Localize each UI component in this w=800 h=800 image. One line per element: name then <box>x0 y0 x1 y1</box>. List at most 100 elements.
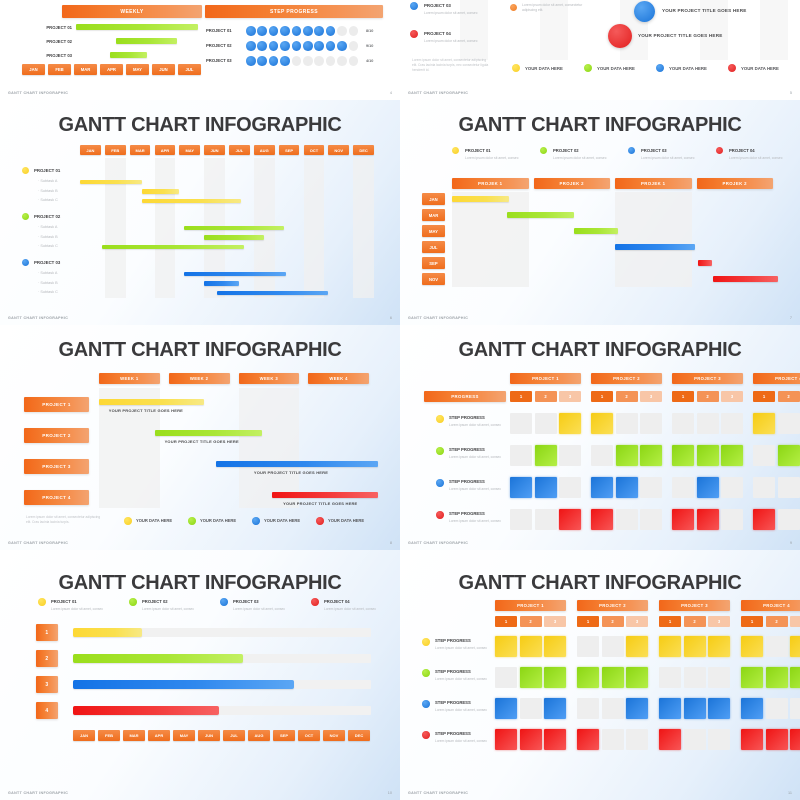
week-header-3[interactable]: WEEK 3 <box>238 373 300 384</box>
step-number-cell[interactable]: 3 <box>559 391 581 402</box>
row-chip-jul[interactable]: JUL <box>422 241 445 253</box>
grid-cell[interactable] <box>495 698 517 719</box>
grid-cell[interactable] <box>534 509 557 530</box>
step-number-cell[interactable]: 1 <box>510 391 532 402</box>
grid-cell[interactable] <box>640 509 662 530</box>
grid-cell[interactable] <box>659 729 681 750</box>
month-chip-aug[interactable]: AUG <box>253 145 275 155</box>
month-chip-jul[interactable]: JUL <box>223 730 245 741</box>
step-number-cell[interactable]: 3 <box>640 391 662 402</box>
grid-cell[interactable] <box>696 477 719 498</box>
grid-cell[interactable] <box>790 729 800 750</box>
project-header-2[interactable]: PROJECT 2 <box>577 600 648 611</box>
project-header-2[interactable]: PROJECT 2 <box>591 373 662 384</box>
month-chip-jun[interactable]: JUN <box>204 145 225 155</box>
project-header-1[interactable]: PROJECT 1 <box>495 600 566 611</box>
grid-cell[interactable] <box>672 477 694 498</box>
step-number-cell[interactable]: 3 <box>544 616 566 627</box>
slide-thumbnail-4[interactable]: WEEKLY STEP PROGRESS PROJECT 01 PROJECT 02 P… <box>0 0 400 100</box>
slide-thumbnail-8[interactable]: GANTT CHART INFOGRAPHIC WEEK 1 WEEK 2 WEEK… <box>0 325 400 550</box>
step-number-cell[interactable]: 3 <box>790 616 800 627</box>
grid-cell[interactable] <box>640 477 662 498</box>
grid-cell[interactable] <box>777 509 800 530</box>
step-number-cell[interactable]: 2 <box>519 616 542 627</box>
grid-cell[interactable] <box>790 667 800 688</box>
month-chip-nov[interactable]: NOV <box>328 145 350 155</box>
grid-cell[interactable] <box>510 477 532 498</box>
step-number-cell[interactable]: 1 <box>741 616 763 627</box>
grid-cell[interactable] <box>659 636 681 657</box>
grid-cell[interactable] <box>708 729 730 750</box>
grid-cell[interactable] <box>659 698 681 719</box>
grid-cell[interactable] <box>777 477 800 498</box>
grid-cell[interactable] <box>591 509 613 530</box>
grid-cell[interactable] <box>765 698 788 719</box>
grid-cell[interactable] <box>708 636 730 657</box>
month-chip-may[interactable]: MAY <box>173 730 195 741</box>
month-chip-jan[interactable]: JAN <box>22 64 45 75</box>
month-chip-apr[interactable]: APR <box>100 64 123 75</box>
grid-cell[interactable] <box>510 413 532 434</box>
grid-cell[interactable] <box>519 729 542 750</box>
grid-cell[interactable] <box>601 636 624 657</box>
grid-cell[interactable] <box>559 509 581 530</box>
grid-cell[interactable] <box>721 477 743 498</box>
grid-cell[interactable] <box>708 698 730 719</box>
grid-cell[interactable] <box>577 698 599 719</box>
grid-cell[interactable] <box>534 477 557 498</box>
step-number-cell[interactable]: 2 <box>696 391 719 402</box>
grid-cell[interactable] <box>495 636 517 657</box>
grid-cell[interactable] <box>510 445 532 466</box>
grid-cell[interactable] <box>559 413 581 434</box>
grid-cell[interactable] <box>626 729 648 750</box>
row-number-chip-4[interactable]: 4 <box>36 702 58 719</box>
grid-cell[interactable] <box>708 667 730 688</box>
grid-cell[interactable] <box>519 698 542 719</box>
grid-cell[interactable] <box>696 445 719 466</box>
project-header-1[interactable]: PROJECT 1 <box>510 373 581 384</box>
grid-cell[interactable] <box>659 667 681 688</box>
grid-cell[interactable] <box>519 636 542 657</box>
row-number-chip-3[interactable]: 3 <box>36 676 58 693</box>
row-chip-mar[interactable]: MAR <box>422 209 445 221</box>
grid-cell[interactable] <box>741 667 763 688</box>
grid-cell[interactable] <box>591 477 613 498</box>
step-number-cell[interactable]: 2 <box>615 391 638 402</box>
step-number-cell[interactable]: 3 <box>721 391 743 402</box>
row-chip-jan[interactable]: JAN <box>422 193 445 205</box>
grid-cell[interactable] <box>765 636 788 657</box>
column-header-3[interactable]: PROJEK 1 <box>615 178 692 189</box>
slide-thumbnail-6[interactable]: GANTT CHART INFOGRAPHIC JAN FEB MAR APR MAY J… <box>0 100 400 325</box>
grid-cell[interactable] <box>495 729 517 750</box>
grid-cell[interactable] <box>510 509 532 530</box>
grid-cell[interactable] <box>741 729 763 750</box>
step-number-cell[interactable]: 2 <box>683 616 706 627</box>
grid-cell[interactable] <box>753 509 775 530</box>
step-number-cell[interactable]: 1 <box>672 391 694 402</box>
grid-cell[interactable] <box>683 729 706 750</box>
month-chip-apr[interactable]: APR <box>154 145 176 155</box>
grid-cell[interactable] <box>577 667 599 688</box>
project-chip-2[interactable]: PROJECT 2 <box>24 428 89 443</box>
month-chip-jan[interactable]: JAN <box>73 730 95 741</box>
month-chip-jun[interactable]: JUN <box>152 64 175 75</box>
grid-cell[interactable] <box>741 636 763 657</box>
month-chip-dec[interactable]: DEC <box>348 730 370 741</box>
grid-cell[interactable] <box>626 636 648 657</box>
step-number-cell[interactable]: 3 <box>708 616 730 627</box>
grid-cell[interactable] <box>544 667 566 688</box>
grid-cell[interactable] <box>790 636 800 657</box>
grid-cell[interactable] <box>615 509 638 530</box>
month-chip-sep[interactable]: SEP <box>278 145 300 155</box>
grid-cell[interactable] <box>544 636 566 657</box>
project-header-3[interactable]: PROJECT 3 <box>672 373 743 384</box>
grid-cell[interactable] <box>577 636 599 657</box>
week-header-4[interactable]: WEEK 4 <box>308 373 369 384</box>
grid-cell[interactable] <box>672 413 694 434</box>
week-header-2[interactable]: WEEK 2 <box>168 373 230 384</box>
grid-cell[interactable] <box>591 413 613 434</box>
grid-cell[interactable] <box>696 413 719 434</box>
grid-cell[interactable] <box>683 636 706 657</box>
step-number-cell[interactable]: 2 <box>534 391 557 402</box>
step-number-cell[interactable]: 3 <box>626 616 648 627</box>
